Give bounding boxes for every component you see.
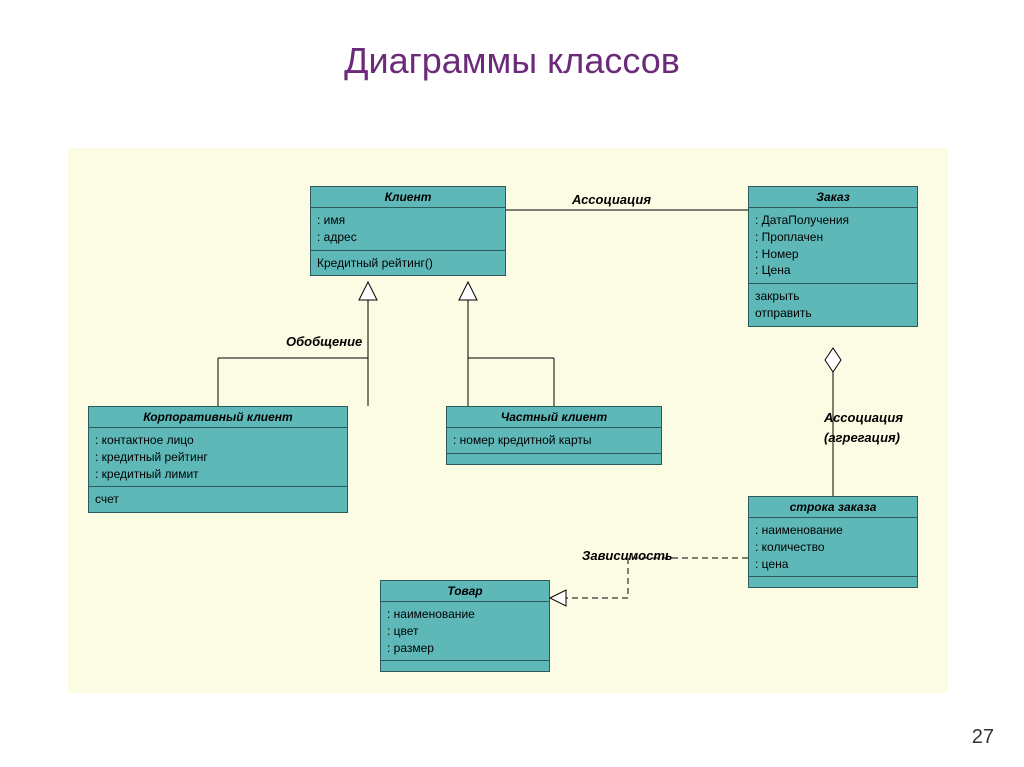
class-order-line-ops bbox=[749, 577, 917, 587]
class-corporate-client: Корпоративный клиент : контактное лицо :… bbox=[88, 406, 348, 513]
edge-label-dependency: Зависимость bbox=[582, 548, 673, 563]
page-number: 27 bbox=[972, 726, 994, 749]
edge-label-generalization: Обобщение bbox=[286, 334, 362, 349]
class-client-ops: Кредитный рейтинг() bbox=[311, 251, 505, 276]
class-client-attrs: : имя : адрес bbox=[311, 208, 505, 251]
class-private-client-ops bbox=[447, 454, 661, 464]
class-order-line-name: строка заказа bbox=[749, 497, 917, 518]
class-corporate-client-ops: счет bbox=[89, 487, 347, 512]
class-product-name: Товар bbox=[381, 581, 549, 602]
edge-label-aggregation-2: (агрегация) bbox=[824, 430, 900, 445]
class-product: Товар : наименование : цвет : размер bbox=[380, 580, 550, 672]
class-corporate-client-name: Корпоративный клиент bbox=[89, 407, 347, 428]
class-order-attrs: : ДатаПолучения : Проплачен : Номер : Це… bbox=[749, 208, 917, 284]
edge-label-aggregation-1: Ассоциация bbox=[824, 410, 903, 425]
class-client: Клиент : имя : адрес Кредитный рейтинг() bbox=[310, 186, 506, 276]
class-corporate-client-attrs: : контактное лицо : кредитный рейтинг : … bbox=[89, 428, 347, 487]
class-order-name: Заказ bbox=[749, 187, 917, 208]
page-title: Диаграммы классов bbox=[0, 0, 1024, 82]
class-private-client-name: Частный клиент bbox=[447, 407, 661, 428]
class-order-line-attrs: : наименование : количество : цена bbox=[749, 518, 917, 577]
class-product-attrs: : наименование : цвет : размер bbox=[381, 602, 549, 661]
class-client-name: Клиент bbox=[311, 187, 505, 208]
class-product-ops bbox=[381, 661, 549, 671]
class-order-ops: закрыть отправить bbox=[749, 284, 917, 326]
class-private-client: Частный клиент : номер кредитной карты bbox=[446, 406, 662, 465]
diagram-canvas: Клиент : имя : адрес Кредитный рейтинг()… bbox=[68, 148, 948, 693]
class-order-line: строка заказа : наименование : количеств… bbox=[748, 496, 918, 588]
class-private-client-attrs: : номер кредитной карты bbox=[447, 428, 661, 454]
class-order: Заказ : ДатаПолучения : Проплачен : Номе… bbox=[748, 186, 918, 327]
edge-label-association: Ассоциация bbox=[572, 192, 651, 207]
